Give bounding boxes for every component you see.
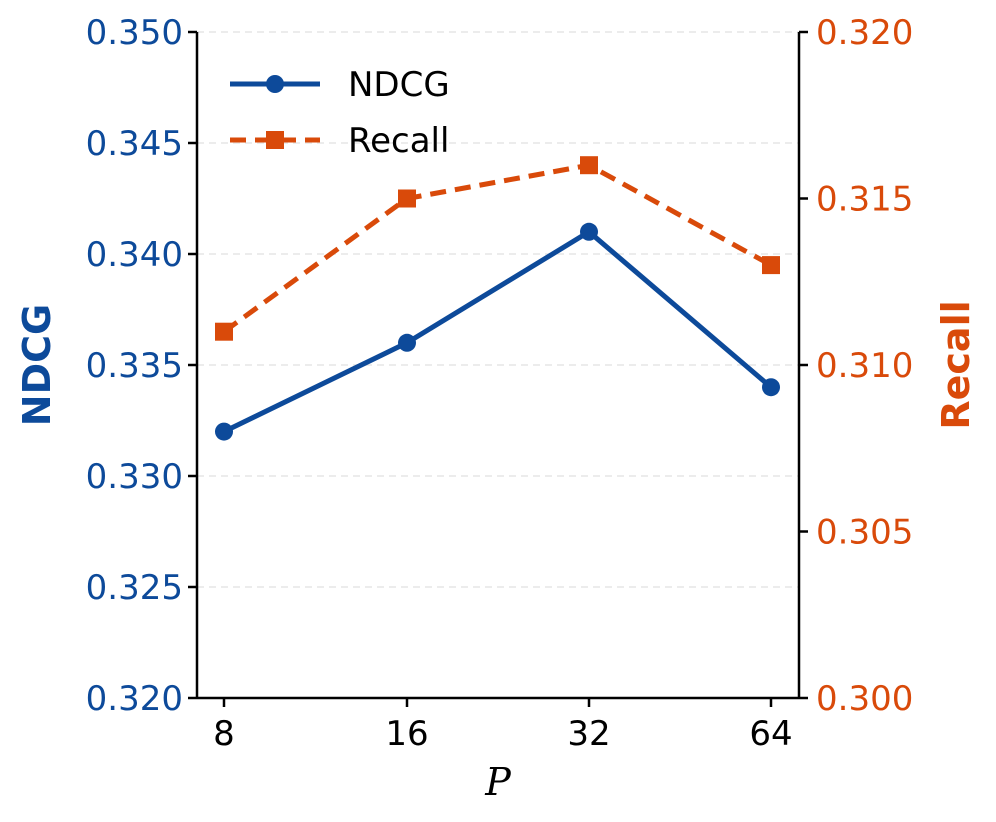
legend-label-recall: Recall [348, 121, 449, 161]
data-point-ndcg [398, 333, 416, 352]
series-line-recall [222, 162, 773, 334]
y-left-tick-label: 0.340 [86, 235, 183, 275]
data-point-recall [398, 189, 416, 208]
y-left-tick-label: 0.350 [86, 13, 183, 53]
y-axis-left-label: NDCG [15, 304, 59, 426]
x-tick-label: 8 [213, 714, 235, 754]
y-left-tick-label: 0.320 [86, 679, 183, 719]
data-point-ndcg [580, 222, 598, 241]
legend: NDCG Recall [230, 65, 450, 161]
y-right-tick-label: 0.320 [816, 13, 913, 53]
y-right-tick-label: 0.315 [816, 180, 913, 220]
y-left-tick-label: 0.325 [86, 568, 183, 608]
y-left-tick-label: 0.330 [86, 457, 183, 497]
legend-label-ndcg: NDCG [348, 65, 450, 105]
axes: 0.320 0.325 0.330 0.335 0.340 0.345 0.350 0.300… [86, 13, 914, 754]
y-right-tick-label: 0.300 [816, 679, 913, 719]
legend-marker-recall [266, 131, 284, 149]
y-right-tick-label: 0.310 [816, 346, 913, 386]
y-left-tick-label: 0.345 [86, 124, 183, 164]
data-point-recall [215, 322, 233, 341]
x-axis-label: P [484, 760, 512, 804]
legend-marker-ndcg [266, 75, 284, 93]
x-tick-label: 32 [567, 714, 610, 754]
data-point-ndcg [762, 378, 780, 397]
grid-lines [197, 31, 799, 588]
data-point-recall [762, 256, 780, 275]
data-point-recall [580, 156, 598, 175]
series-layer [215, 156, 780, 441]
y-left-tick-label: 0.335 [86, 346, 183, 386]
y-right-tick-label: 0.305 [816, 513, 913, 553]
x-tick-label: 64 [749, 714, 792, 754]
series-line-ndcg [222, 229, 773, 434]
y-axis-right-label: Recall [934, 300, 978, 429]
data-point-ndcg [215, 422, 233, 441]
x-tick-label: 16 [385, 714, 428, 754]
